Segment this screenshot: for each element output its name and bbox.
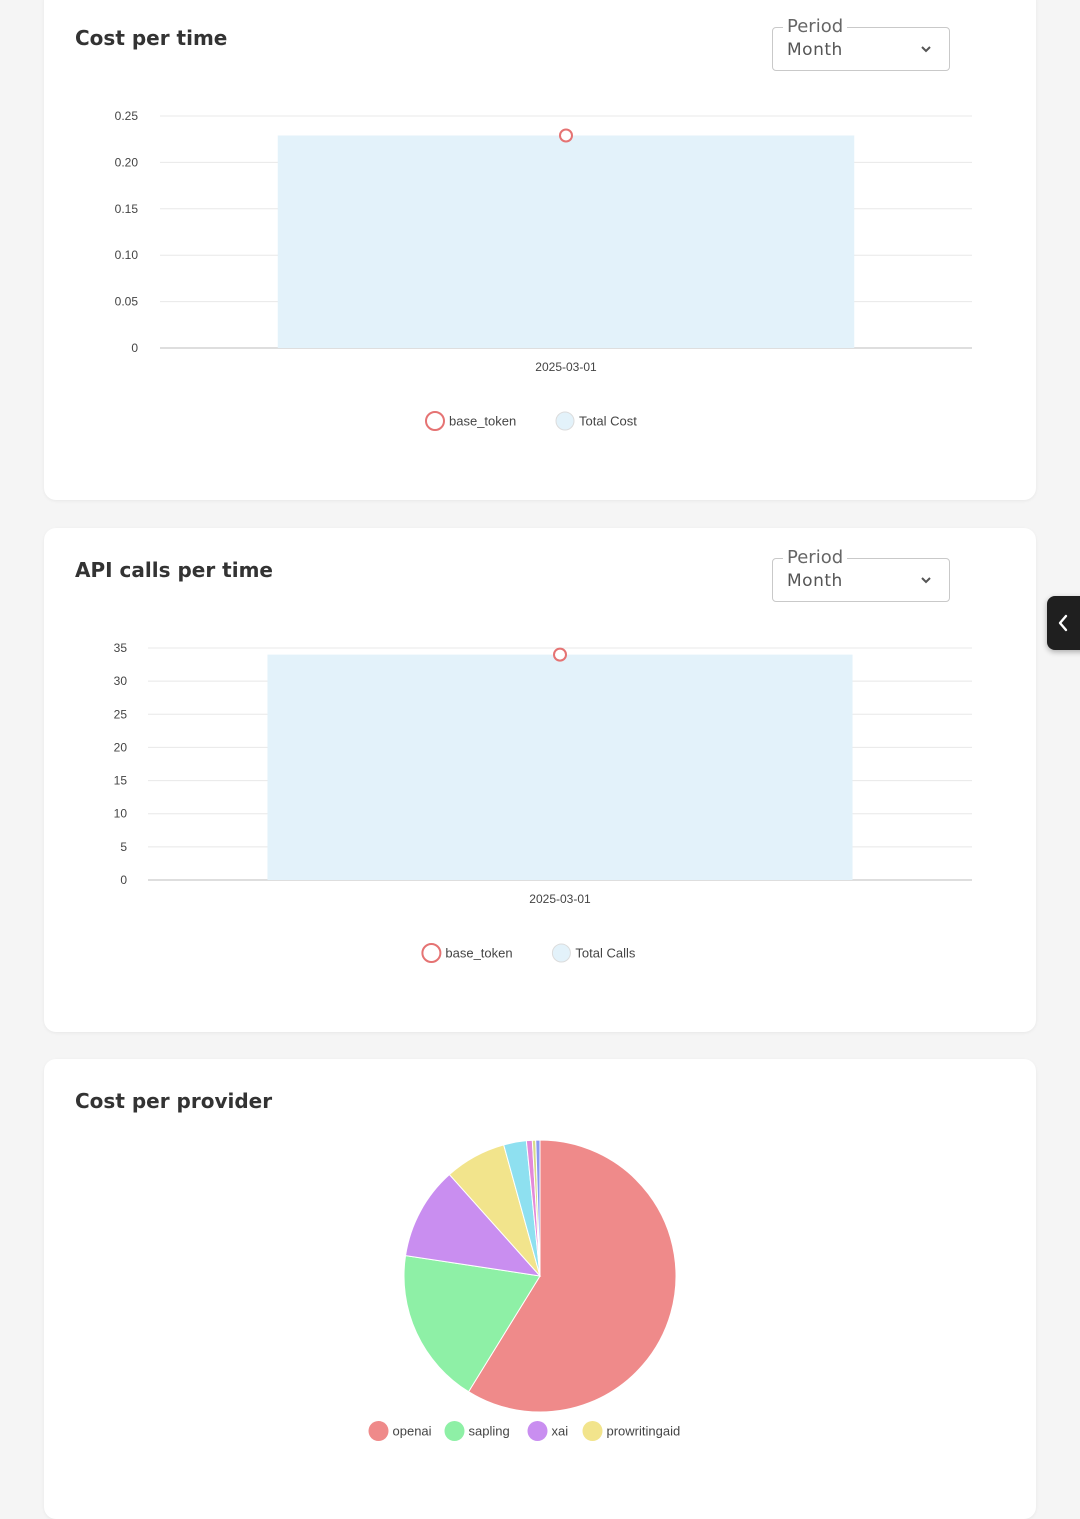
legend-label: xai	[552, 1424, 569, 1439]
y-tick-label: 0.10	[115, 248, 139, 262]
x-tick-label: 2025-03-01	[535, 360, 597, 374]
y-tick-label: 0.25	[115, 109, 139, 123]
cost-time-chart: 0 0.05 0.10 0.15 0.20 0.25 2025-03-01 base_toke…	[115, 109, 972, 431]
chevron-down-icon	[921, 577, 931, 584]
legend-label: openai	[393, 1424, 432, 1439]
legend-label: base_token	[449, 414, 516, 429]
legend-label: prowritingaid	[607, 1424, 681, 1439]
chevron-down-icon	[921, 46, 931, 53]
legend-marker	[527, 1421, 548, 1441]
pie-slice	[404, 1173, 542, 1277]
card-title: Cost per time	[75, 26, 228, 50]
api-calls-chart: 0 5 10 15 20 25 30 35 2025-03-01 base_token Total …	[114, 641, 972, 963]
period-value: Month	[787, 571, 843, 591]
legend-marker	[444, 1421, 465, 1441]
y-tick-label: 20	[114, 740, 128, 754]
legend-label: base_token	[445, 946, 512, 961]
period-select[interactable]: Period Month	[772, 16, 950, 71]
chevron-left-icon	[1058, 614, 1068, 632]
cost-per-time-card: Cost per time Period Month 0 0.05 0.10 0.15…	[44, 0, 1036, 500]
y-tick-label: 0.05	[115, 295, 139, 309]
card-title: Cost per provider	[75, 1089, 273, 1113]
legend-marker	[555, 411, 575, 431]
y-tick-label: 10	[114, 807, 128, 821]
y-tick-label: 0.20	[115, 155, 139, 169]
legend-marker	[421, 943, 442, 963]
bar	[267, 654, 853, 880]
y-tick-label: 25	[114, 707, 128, 721]
pie-slice	[535, 1139, 541, 1277]
bar	[277, 135, 855, 348]
period-value: Month	[787, 40, 843, 60]
cost-per-provider-card: Cost per provider openai sapling xai prowri…	[44, 1059, 1036, 1519]
legend-label: Total Calls	[575, 946, 635, 961]
y-tick-label: 15	[114, 774, 128, 788]
y-tick-label: 0	[120, 873, 127, 887]
legend-label: Total Cost	[579, 414, 637, 429]
y-tick-label: 0	[131, 341, 138, 355]
x-tick-label: 2025-03-01	[529, 892, 591, 906]
legend-marker	[551, 943, 571, 963]
y-tick-label: 5	[120, 840, 127, 854]
legend-label: sapling	[469, 1424, 510, 1439]
period-label: Period	[783, 16, 848, 38]
sidebar-toggle-button[interactable]	[1047, 596, 1080, 650]
legend-marker	[582, 1421, 603, 1441]
period-label: Period	[783, 547, 848, 569]
legend-marker	[425, 411, 445, 431]
api-calls-per-time-card: API calls per time Period Month 0 5 10 15 20…	[44, 528, 1036, 1032]
period-select[interactable]: Period Month	[772, 547, 950, 602]
y-tick-label: 35	[114, 641, 128, 655]
pie-slice	[403, 1254, 541, 1393]
y-tick-label: 30	[114, 674, 128, 688]
data-point	[553, 647, 567, 662]
legend-marker	[368, 1421, 389, 1441]
card-title: API calls per time	[75, 558, 273, 582]
data-point	[559, 128, 573, 143]
y-tick-label: 0.15	[115, 202, 139, 216]
provider-pie-chart: openai sapling xai prowritingaid	[368, 1139, 681, 1441]
pie-slice	[467, 1139, 677, 1413]
